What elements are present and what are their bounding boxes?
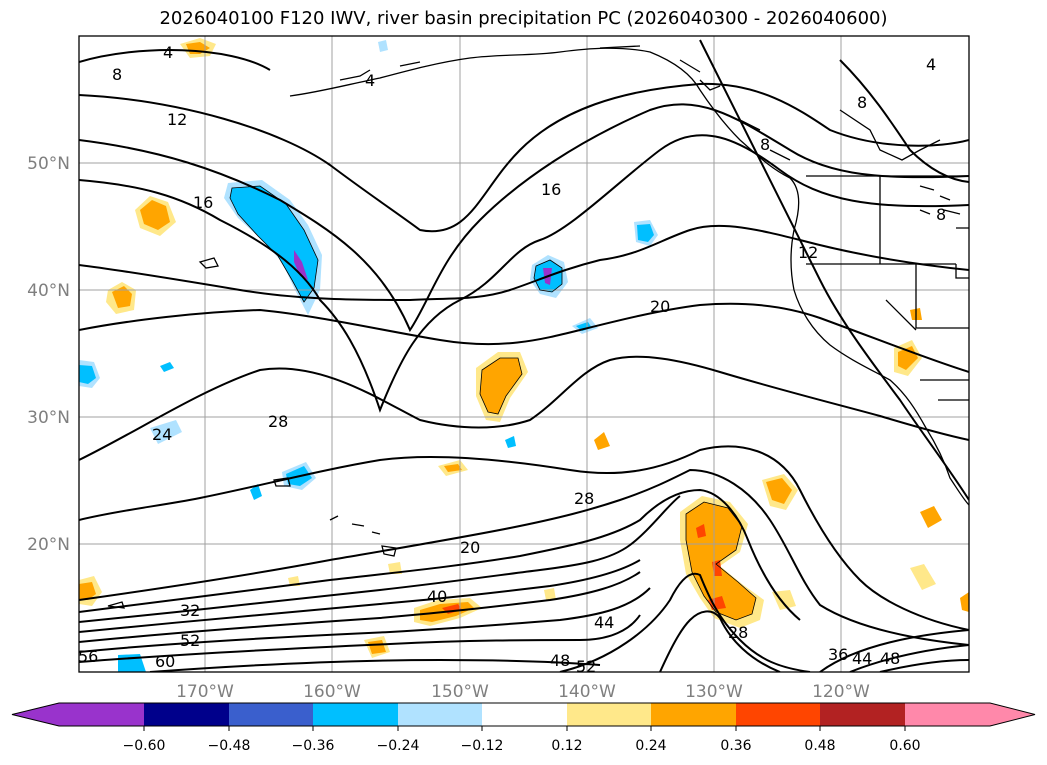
lon-label: 160°W <box>303 682 361 702</box>
colorbar-ticks <box>143 726 906 731</box>
colorbar-bin <box>820 703 905 726</box>
negative-anomaly <box>150 420 182 444</box>
contour-label: 4 <box>163 43 173 62</box>
contour-label: 44 <box>852 649 872 668</box>
negative-anomaly <box>505 436 516 448</box>
contour-label: 28 <box>574 489 594 508</box>
contour-labels: 4 4 4 8 8 8 8 12 12 16 16 20 20 24 28 28… <box>78 43 946 676</box>
contour-label: 36 <box>828 645 848 664</box>
contour-label: 12 <box>167 110 187 129</box>
lat-label: 20°N <box>27 535 70 555</box>
precipitation-shading <box>79 38 969 672</box>
positive-anomaly <box>696 524 706 538</box>
positive-anomaly <box>920 506 942 528</box>
map-border <box>78 35 970 673</box>
colorbar-tick-label: 0.12 <box>551 738 582 754</box>
positive-anomaly <box>112 286 132 308</box>
negative-anomaly <box>378 40 388 52</box>
contour-label: 8 <box>112 65 122 84</box>
contour-label: 8 <box>857 93 867 112</box>
positive-anomaly <box>708 596 726 610</box>
lat-label: 40°N <box>27 281 70 301</box>
colorbar-labels: −0.60 −0.48 −0.36 −0.24 −0.12 0.12 0.24 … <box>123 738 921 754</box>
positive-anomaly <box>79 582 96 600</box>
map-title: 2026040100 F120 IWV, river basin precipi… <box>159 8 888 29</box>
colorbar-bin <box>736 703 820 726</box>
contour-label: 8 <box>936 205 946 224</box>
lon-label: 130°W <box>685 682 743 702</box>
contour-label: 20 <box>460 538 480 557</box>
map-area <box>79 36 969 672</box>
colorbar-tick-label: −0.48 <box>208 738 251 754</box>
negative-anomaly <box>294 250 308 280</box>
graticule <box>79 36 969 672</box>
contour-label: 32 <box>180 601 200 620</box>
colorbar-extend-high <box>905 703 1035 726</box>
colorbar-bin <box>398 703 482 726</box>
negative-anomaly <box>250 484 262 500</box>
colorbar-bin <box>482 703 567 726</box>
negative-anomaly <box>230 186 318 302</box>
colorbar-bin <box>567 703 651 726</box>
positive-anomaly <box>140 200 170 230</box>
contour-label: 4 <box>365 71 375 90</box>
lon-label: 150°W <box>431 682 489 702</box>
colorbar-tick-label: −0.36 <box>292 738 335 754</box>
contour-label: 52 <box>180 631 200 650</box>
latitude-labels: 50°N 40°N 30°N 20°N <box>27 154 70 555</box>
contour-label: 60 <box>155 652 175 671</box>
iwv-contours <box>79 39 969 672</box>
colorbar-bin <box>651 703 736 726</box>
coastlines <box>107 45 969 609</box>
negative-anomaly <box>160 362 174 372</box>
contour-label: 28 <box>728 623 748 642</box>
colorbar-tick-label: 0.24 <box>635 738 666 754</box>
lat-label: 30°N <box>27 408 70 428</box>
colorbar <box>11 702 1036 727</box>
colorbar-tick-label: 0.48 <box>804 738 835 754</box>
contour-label: 16 <box>541 180 561 199</box>
positive-anomaly <box>388 562 402 574</box>
positive-anomaly <box>444 464 462 472</box>
colorbar-tick-label: 0.36 <box>720 738 751 754</box>
contour-label: 12 <box>798 243 818 262</box>
contour-label: 8 <box>760 135 770 154</box>
colorbar-tick-label: −0.60 <box>123 738 166 754</box>
contour-label: 24 <box>152 425 172 444</box>
contour-label: 48 <box>550 651 570 670</box>
colorbar-bin <box>313 703 398 726</box>
positive-anomaly <box>480 358 522 414</box>
contour-label: 20 <box>650 297 670 316</box>
contour-label: 40 <box>427 587 447 606</box>
contour-label: 4 <box>926 55 936 74</box>
contour-label: 56 <box>78 647 98 666</box>
negative-anomaly <box>79 365 96 384</box>
longitude-labels: 170°W 160°W 150°W 140°W 130°W 120°W <box>176 682 870 702</box>
colorbar-bin <box>144 703 229 726</box>
contour-label: 44 <box>594 613 614 632</box>
positive-anomaly <box>960 592 969 612</box>
colorbar-tick-label: −0.12 <box>461 738 504 754</box>
lon-label: 120°W <box>812 682 870 702</box>
negative-anomaly <box>637 224 654 242</box>
lon-label: 140°W <box>558 682 616 702</box>
positive-anomaly <box>910 564 936 590</box>
lat-label: 50°N <box>27 154 70 174</box>
colorbar-extend-low <box>12 703 144 726</box>
colorbar-bin <box>229 703 313 726</box>
positive-anomaly <box>544 588 556 600</box>
colorbar-tick-label: 0.60 <box>889 738 920 754</box>
contour-label: 16 <box>193 193 213 212</box>
anomaly-outlines <box>229 185 757 621</box>
colorbar-tick-label: −0.24 <box>377 738 420 754</box>
positive-anomaly <box>594 432 610 450</box>
contour-label: 52 <box>576 657 596 676</box>
positive-anomaly <box>766 478 792 504</box>
contour-label: 28 <box>268 412 288 431</box>
lon-label: 170°W <box>176 682 234 702</box>
contour-label: 48 <box>880 649 900 668</box>
